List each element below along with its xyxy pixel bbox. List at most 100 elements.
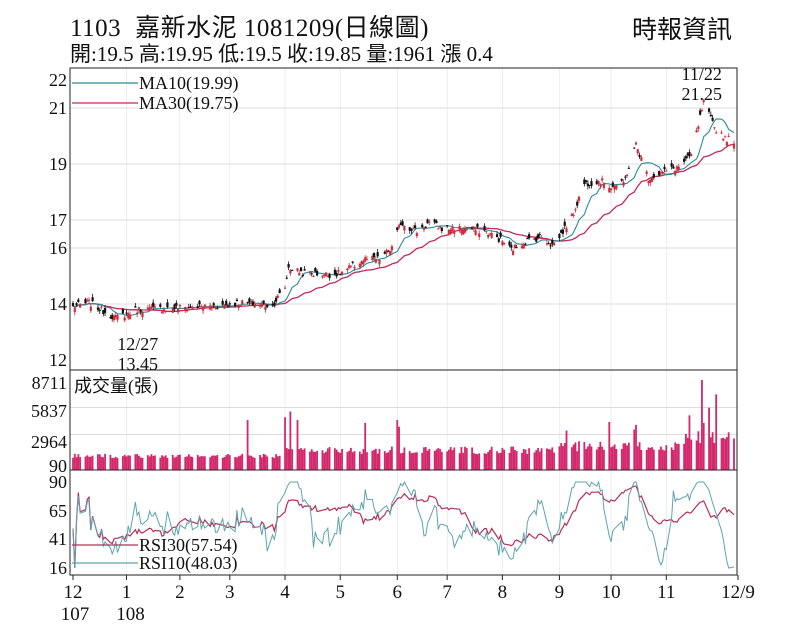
volume-tick-label: 8711: [32, 373, 67, 393]
volume-bar: [334, 448, 336, 470]
candle-body: [727, 135, 730, 137]
month-label: 6: [393, 582, 403, 603]
volume-bar: [613, 444, 616, 470]
volume-bar: [451, 450, 454, 470]
candle-body: [191, 307, 194, 309]
candlesticks: [71, 98, 736, 323]
year-label: 107: [61, 604, 90, 625]
volume-bar: [476, 454, 479, 470]
candle-body: [558, 233, 561, 239]
candle-body: [470, 227, 474, 230]
candle-body: [565, 228, 568, 233]
volume-bar: [626, 445, 628, 470]
volume-bar: [421, 452, 424, 470]
volume-bar: [601, 446, 604, 470]
candle-body: [87, 299, 91, 301]
rsi-tick-label: 41: [49, 529, 67, 549]
volume-bar: [720, 438, 723, 470]
candle-body: [210, 306, 214, 309]
month-label: 3: [225, 582, 235, 603]
candle-body: [440, 227, 443, 232]
chart-frame: [69, 67, 738, 576]
volume-bar: [189, 456, 192, 470]
candle-body: [299, 267, 303, 272]
month-label: 10: [602, 582, 621, 603]
candle-body: [212, 303, 215, 306]
candle-body: [510, 244, 513, 248]
volume-bar: [576, 451, 579, 470]
volume-bar: [102, 457, 105, 470]
volume-bar: [366, 452, 368, 470]
volume-bar: [200, 456, 203, 470]
volume-bar: [275, 454, 278, 470]
candle-body: [401, 221, 404, 226]
volume-bar: [129, 455, 131, 470]
volume-bar: [549, 449, 552, 470]
candle-body: [333, 269, 337, 275]
volume-bar: [248, 455, 251, 470]
candle-body: [111, 314, 114, 319]
stock-name: 嘉新水泥: [135, 15, 238, 42]
candle-body: [576, 201, 579, 206]
volume-bar: [154, 455, 156, 470]
candle-body: [137, 307, 141, 311]
volume-bar: [162, 456, 165, 470]
candle-body: [545, 243, 549, 245]
volume-bar: [300, 448, 302, 470]
volume-bar: [273, 458, 276, 470]
volume-bar: [309, 451, 311, 470]
volume-bar: [187, 454, 190, 470]
candle-body: [178, 304, 182, 307]
candle-body: [447, 229, 451, 234]
candle-body: [501, 241, 504, 246]
candle-body: [702, 99, 705, 102]
candle-body: [385, 250, 388, 254]
volume-bar: [225, 455, 228, 470]
volume-bar: [253, 457, 256, 470]
candle-body: [100, 306, 103, 308]
candle-body: [611, 182, 614, 188]
volume-bar: [588, 443, 591, 470]
ohlc-summary: 開:19.5 高:19.95 低:19.5 收:19.85 量:1961 漲 0…: [70, 42, 493, 66]
volume-bar: [223, 457, 226, 470]
candle-body: [397, 225, 401, 228]
volume-bar: [547, 448, 550, 470]
candle-body: [674, 170, 677, 176]
volume-bar: [84, 456, 87, 470]
candle-body: [433, 219, 436, 223]
month-label: 4: [280, 582, 290, 603]
volume-bar: [246, 420, 249, 470]
volume-bar: [695, 440, 698, 470]
candle-body: [308, 272, 312, 274]
candle-body: [128, 314, 132, 320]
candle-body: [250, 300, 253, 303]
volume-bar: [585, 448, 588, 470]
candle-body: [114, 315, 117, 318]
volume-bar: [433, 450, 436, 470]
candle-body: [152, 302, 155, 307]
volume-bar: [683, 443, 686, 470]
candle-body: [588, 184, 591, 186]
candle-body: [549, 245, 552, 247]
volume-bar: [321, 450, 324, 470]
volume-bar: [460, 447, 463, 470]
volume-bar: [608, 421, 611, 470]
volume-bar: [378, 448, 381, 470]
volume-bar: [262, 453, 265, 470]
volume-bar: [266, 456, 269, 470]
volume-bar: [100, 456, 103, 470]
volume-tick-label: 90: [49, 456, 67, 476]
candle-body: [536, 234, 540, 239]
candle-body: [686, 153, 689, 156]
volume-bar: [497, 453, 500, 470]
candle-body: [374, 259, 377, 263]
candle-body: [353, 266, 356, 269]
candle-body: [296, 268, 299, 271]
volume-bar: [228, 455, 231, 470]
volume-bar: [403, 447, 406, 470]
volume-bar: [396, 420, 399, 470]
volume-bar: [301, 449, 304, 470]
volume-bar: [289, 411, 292, 470]
candle-body: [732, 143, 736, 149]
volume-bar: [563, 443, 566, 470]
